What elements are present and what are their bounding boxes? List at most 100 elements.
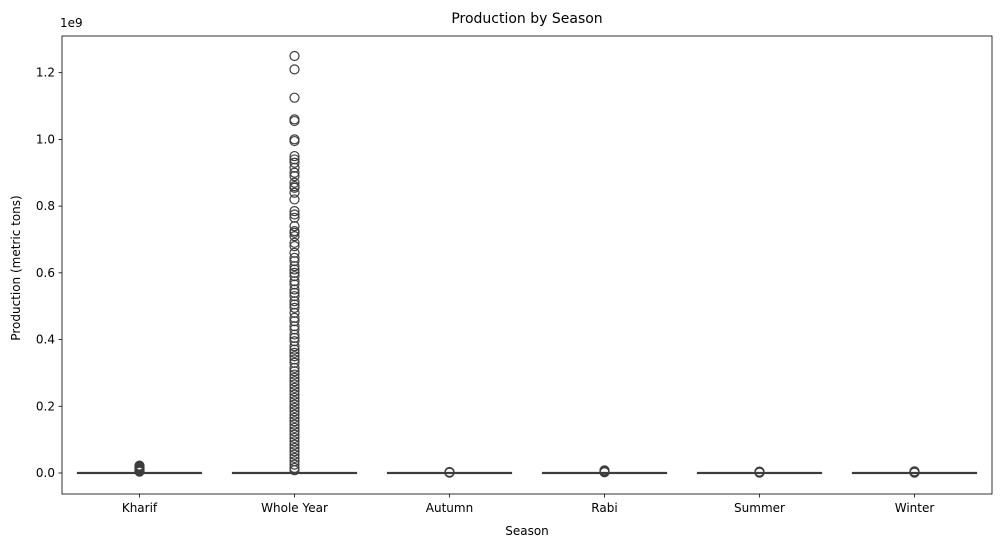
x-axis-title: Season (505, 524, 549, 538)
outlier-point (289, 432, 300, 444)
outlier-point (289, 422, 300, 434)
outlier-point (289, 284, 300, 295)
y-tick-label: 0.0 (36, 466, 55, 480)
y-tick-label: 1.2 (36, 66, 55, 80)
y-tick-label: 0.2 (36, 399, 55, 413)
outlier-point (289, 221, 300, 232)
outlier-point (289, 271, 300, 282)
x-tick-label: Summer (734, 501, 785, 515)
outlier-point (289, 167, 300, 178)
outlier-point (289, 357, 300, 369)
box-autumn (386, 466, 513, 478)
outlier-point (289, 412, 300, 424)
outlier-point (289, 50, 300, 62)
outlier-point (289, 389, 300, 400)
outlier-point (289, 429, 300, 440)
outlier-point (289, 267, 300, 278)
outlier-point (289, 307, 300, 318)
outlier-point (289, 162, 300, 173)
x-tick-label: Kharif (122, 501, 158, 515)
outlier-point (289, 194, 300, 205)
outlier-point (289, 341, 300, 352)
y-tick-label: 0.8 (36, 199, 55, 213)
outlier-point (289, 382, 300, 394)
outlier-point (289, 182, 300, 193)
outlier-point (289, 442, 300, 454)
outlier-point (289, 150, 300, 162)
outlier-point (289, 399, 300, 410)
outlier-point (289, 302, 300, 313)
outlier-point (289, 291, 300, 302)
outlier-point (289, 279, 300, 290)
outlier-point (289, 135, 300, 147)
y-tick-label: 0.4 (36, 333, 55, 347)
outlier-point (134, 460, 145, 471)
outlier-point (289, 231, 300, 242)
outlier-point (289, 187, 300, 198)
outlier-point (289, 416, 300, 427)
outlier-point (289, 157, 300, 168)
box-rabi (541, 465, 668, 478)
outlier-point (289, 237, 300, 248)
outlier-point (289, 296, 300, 307)
outlier-point (289, 426, 300, 437)
outlier-point (289, 354, 300, 365)
outlier-point (289, 376, 300, 387)
box-kharif (76, 460, 203, 477)
outlier-point (289, 299, 300, 310)
outlier-point (289, 321, 300, 332)
outlier-point (289, 372, 300, 384)
box-summer (696, 466, 823, 478)
outlier-point (289, 409, 300, 420)
outlier-point (289, 261, 300, 272)
outlier-point (289, 436, 300, 447)
outlier-point (289, 465, 300, 476)
outlier-point (289, 402, 300, 414)
outlier-point (289, 419, 300, 430)
outlier-point (444, 466, 455, 478)
outlier-point (754, 466, 765, 477)
x-tick-label: Autumn (426, 501, 473, 515)
outlier-point (289, 252, 300, 263)
plot-area (61, 35, 993, 495)
axes: 0.0 0.2 0.4 0.6 0.8 1.0 1.2 Kharif Whole Year Aut… (36, 66, 934, 515)
y-tick-label: 1.0 (36, 132, 55, 146)
outlier-point (289, 369, 300, 380)
outlier-point (289, 64, 300, 75)
outlier-point (289, 449, 300, 460)
x-tick-label: Rabi (591, 501, 617, 515)
outlier-point (909, 466, 920, 477)
outlier-point (289, 316, 300, 327)
outlier-point (289, 344, 300, 355)
outlier-point (289, 446, 300, 457)
x-tick-label: Winter (895, 501, 935, 515)
outlier-point (289, 366, 300, 377)
chart-marks (76, 50, 978, 478)
outlier-point (289, 264, 300, 275)
outlier-point (289, 171, 300, 182)
outlier-point (289, 379, 300, 390)
outlier-point (289, 115, 300, 127)
box-whole-year (231, 50, 358, 476)
outlier-point (289, 154, 300, 165)
outlier-point (289, 247, 300, 258)
outlier-point (599, 465, 610, 476)
outlier-point (289, 256, 300, 267)
y-offset-label: 1e9 (60, 16, 83, 30)
outlier-point (289, 439, 300, 450)
box-winter (851, 466, 978, 478)
y-tick-label: 0.6 (36, 266, 55, 280)
outlier-point (289, 206, 300, 217)
outlier-point (289, 177, 300, 188)
outlier-point (289, 406, 300, 417)
outlier-point (289, 241, 300, 252)
outlier-point (289, 459, 300, 470)
outlier-point (289, 324, 300, 335)
outlier-point (289, 452, 300, 464)
y-axis-title: Production (metric tons) (9, 195, 23, 340)
outlier-point (289, 209, 300, 220)
outlier-point (289, 287, 300, 298)
outlier-point (289, 312, 300, 323)
outlier-point (289, 386, 300, 397)
outlier-point (289, 362, 300, 374)
